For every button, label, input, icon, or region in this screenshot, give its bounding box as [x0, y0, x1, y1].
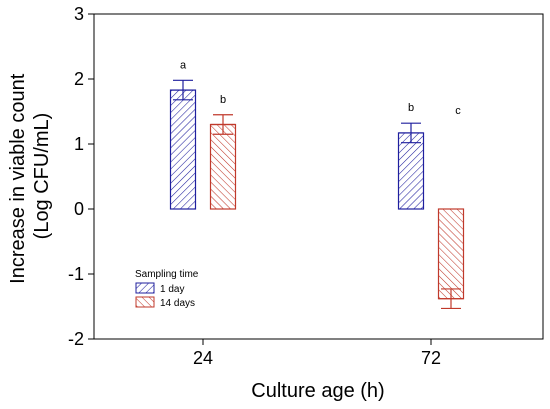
- legend-swatch-1-day: [135, 282, 155, 294]
- y-tick-label: 1: [74, 134, 84, 154]
- significance-letter: c: [455, 105, 461, 117]
- bar-1-day-24: [169, 89, 197, 210]
- legend: Sampling time 1 day 14 days: [135, 269, 199, 309]
- y-tick-label: -2: [68, 329, 84, 349]
- x-axis-title: Culture age (h): [251, 380, 384, 402]
- legend-label-14-days: 14 days: [160, 298, 195, 309]
- y-axis-title-line2: (Log CFU/mL): [31, 113, 53, 240]
- y-tick-label: -1: [68, 264, 84, 284]
- y-tick-label: 0: [74, 199, 84, 219]
- y-tick-label: 3: [74, 4, 84, 24]
- x-tick-label: 24: [193, 348, 213, 368]
- bar-1-day-72: [397, 132, 425, 210]
- legend-title: Sampling time: [135, 269, 199, 280]
- plot-frame: [93, 13, 544, 340]
- y-axis: -2 -1 0 1 2 3: [68, 4, 94, 349]
- bar-14-days-72: [437, 208, 465, 300]
- bars-group: a b b c: [169, 59, 465, 310]
- y-tick-label: 2: [74, 69, 84, 89]
- significance-letter: b: [220, 94, 226, 106]
- legend-swatch-14-days: [135, 296, 155, 308]
- x-tick-label: 72: [421, 348, 441, 368]
- significance-letter: a: [180, 59, 187, 71]
- bar-14-days-24: [209, 123, 237, 210]
- x-axis: 24 72: [193, 339, 441, 368]
- y-axis-title: Increase in viable count (Log CFU/mL): [7, 68, 53, 284]
- significance-letter: b: [408, 102, 414, 114]
- legend-label-1-day: 1 day: [160, 284, 184, 295]
- y-axis-title-line1: Increase in viable count: [7, 73, 29, 284]
